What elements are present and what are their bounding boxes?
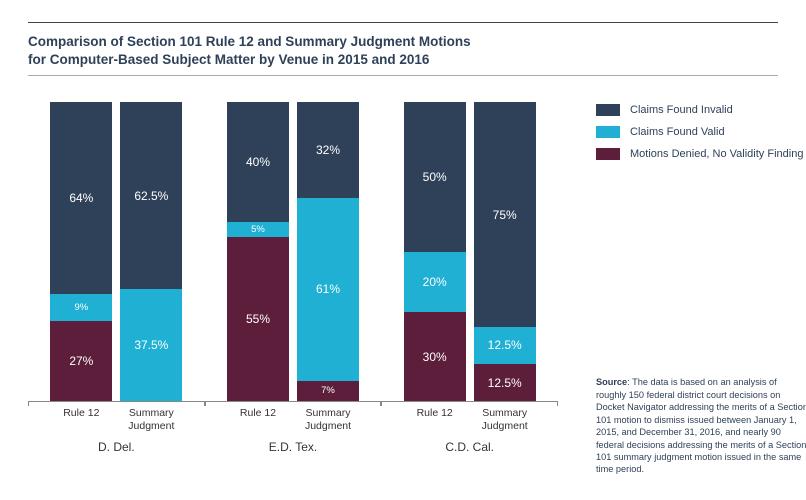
source-label: Source xyxy=(596,377,627,387)
title-line-1: Comparison of Section 101 Rule 12 and Su… xyxy=(28,34,471,49)
legend-swatch xyxy=(596,148,620,160)
legend-panel: Claims Found Invalid Claims Found Valid Mo… xyxy=(596,84,806,170)
legend-label: Claims Found Valid xyxy=(630,126,725,138)
content-area: 64%9%27%Rule 1262.5%37.5%SummaryJudgment… xyxy=(28,84,778,454)
stacked-bar: 32%61%7%SummaryJudgment xyxy=(297,102,359,401)
bar-label: SummaryJudgment xyxy=(116,401,186,432)
title-line-2: for Computer-Based Subject Matter by Ven… xyxy=(28,52,429,67)
bar-label: Rule 12 xyxy=(223,401,293,420)
bar-segment-valid: 5% xyxy=(227,222,289,237)
venue-labels-row: D. Del.E.D. Tex.C.D. Cal. xyxy=(28,440,558,454)
bar-segment-invalid: 50% xyxy=(404,102,466,252)
chart-title: Comparison of Section 101 Rule 12 and Su… xyxy=(28,33,778,69)
stacked-bar: 64%9%27%Rule 12 xyxy=(50,102,112,401)
stacked-bar: 75%12.5%12.5%SummaryJudgment xyxy=(474,102,536,401)
stacked-bar: 40%5%55%Rule 12 xyxy=(227,102,289,401)
bar-segment-invalid: 64% xyxy=(50,102,112,293)
stacked-bar: 50%20%30%Rule 12 xyxy=(404,102,466,401)
legend-label: Claims Found Invalid xyxy=(630,104,733,116)
bar-segment-valid: 12.5% xyxy=(474,327,536,364)
bar-segment-denied: 30% xyxy=(404,312,466,402)
legend-swatch xyxy=(596,126,620,138)
bar-segment-valid: 20% xyxy=(404,252,466,312)
bar-label: Rule 12 xyxy=(400,401,470,420)
source-note: Source: The data is based on an analysis… xyxy=(596,376,806,475)
title-underline xyxy=(28,75,778,76)
venue-group: 64%9%27%Rule 1262.5%37.5%SummaryJudgment xyxy=(28,102,205,401)
legend-item: Claims Found Valid xyxy=(596,126,806,138)
legend-label: Motions Denied, No Validity Finding xyxy=(630,148,803,160)
bar-label: SummaryJudgment xyxy=(293,401,363,432)
legend-item: Claims Found Invalid xyxy=(596,104,806,116)
legend: Claims Found Invalid Claims Found Valid Mo… xyxy=(596,104,806,160)
bar-groups: 64%9%27%Rule 1262.5%37.5%SummaryJudgment… xyxy=(28,102,558,402)
venue-label: D. Del. xyxy=(28,440,205,454)
page-root: Comparison of Section 101 Rule 12 and Su… xyxy=(0,0,806,500)
venue-label: E.D. Tex. xyxy=(205,440,382,454)
bar-segment-valid: 9% xyxy=(50,294,112,321)
venue-group: 40%5%55%Rule 1232%61%7%SummaryJudgment xyxy=(205,102,382,401)
bar-label: SummaryJudgment xyxy=(470,401,540,432)
chart-area: 64%9%27%Rule 1262.5%37.5%SummaryJudgment… xyxy=(28,84,558,454)
venue-group: 50%20%30%Rule 1275%12.5%12.5%SummaryJudg… xyxy=(381,102,558,401)
stacked-bar: 62.5%37.5%SummaryJudgment xyxy=(120,102,182,401)
top-rule xyxy=(28,22,778,23)
bar-segment-invalid: 62.5% xyxy=(120,102,182,289)
bar-label: Rule 12 xyxy=(46,401,116,420)
legend-item: Motions Denied, No Validity Finding xyxy=(596,148,806,160)
venue-label: C.D. Cal. xyxy=(381,440,558,454)
bar-segment-denied: 12.5% xyxy=(474,364,536,401)
bar-segment-denied: 7% xyxy=(297,381,359,402)
legend-swatch xyxy=(596,104,620,116)
bar-segment-valid: 37.5% xyxy=(120,289,182,401)
source-text: : The data is based on an analysis of ro… xyxy=(596,377,806,474)
bar-segment-denied: 55% xyxy=(227,237,289,401)
bar-segment-denied: 27% xyxy=(50,321,112,402)
bar-segment-invalid: 32% xyxy=(297,102,359,198)
bar-segment-valid: 61% xyxy=(297,198,359,380)
bar-segment-invalid: 75% xyxy=(474,102,536,326)
bar-segment-invalid: 40% xyxy=(227,102,289,222)
